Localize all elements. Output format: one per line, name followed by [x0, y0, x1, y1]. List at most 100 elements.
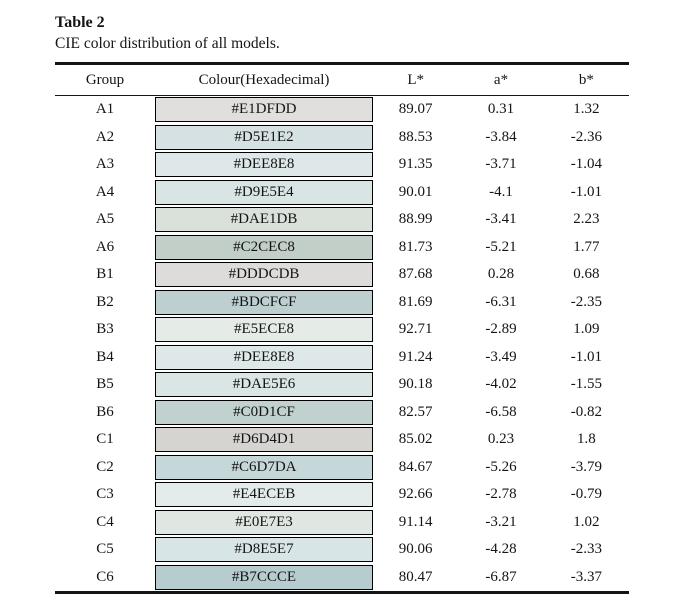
colour-swatch: #E1DFDD — [155, 97, 373, 123]
l-value: 90.01 — [398, 183, 433, 200]
b-value: 1.32 — [573, 101, 600, 118]
group-cell: A1 — [95, 101, 115, 118]
cie-color-table: Group Colour(Hexadecimal) L* a* b* A1 #E1… — [55, 62, 629, 594]
table-row: C5 #D8E5E7 90.06 -4.28 -2.33 — [55, 536, 629, 564]
table-row: A1 #E1DFDD 89.07 0.31 1.32 — [55, 96, 629, 124]
group-cell: C1 — [96, 431, 114, 448]
b-value: -1.01 — [570, 348, 602, 365]
group-cell: C2 — [96, 458, 114, 475]
colour-swatch: #DAE5E6 — [155, 372, 373, 398]
group-cell: A2 — [95, 128, 115, 145]
l-value: 88.99 — [398, 211, 433, 228]
b-value: -2.35 — [570, 293, 602, 310]
table-row: A4 #D9E5E4 90.01 -4.1 -1.01 — [55, 179, 629, 207]
colour-swatch: #E0E7E3 — [155, 509, 373, 535]
col-header-colour: Colour(Hexadecimal) — [198, 71, 330, 88]
colour-swatch: #E5ECE8 — [155, 317, 373, 343]
b-value: -3.79 — [570, 458, 602, 475]
l-value: 80.47 — [398, 568, 433, 585]
col-header-b: b* — [578, 71, 594, 88]
l-value: 87.68 — [398, 266, 433, 283]
group-cell: B3 — [96, 321, 114, 338]
l-value: 91.24 — [398, 348, 433, 365]
colour-swatch: #C0D1CF — [155, 399, 373, 425]
table-row: B6 #C0D1CF 82.57 -6.58 -0.82 — [55, 399, 629, 427]
a-value: -2.78 — [485, 486, 517, 503]
l-value: 81.69 — [398, 293, 433, 310]
b-value: -0.79 — [570, 486, 602, 503]
table-row: B3 #E5ECE8 92.71 -2.89 1.09 — [55, 316, 629, 344]
l-value: 88.53 — [398, 128, 433, 145]
b-value: -1.01 — [570, 183, 602, 200]
b-value: 1.8 — [576, 431, 596, 448]
group-cell: A5 — [95, 211, 115, 228]
table-row: B4 #DEE8E8 91.24 -3.49 -1.01 — [55, 344, 629, 372]
a-value: 0.23 — [487, 431, 515, 448]
colour-swatch: #D6D4D1 — [155, 427, 373, 453]
group-cell: B2 — [96, 293, 114, 310]
a-value: -3.41 — [485, 211, 517, 228]
l-value: 81.73 — [398, 238, 433, 255]
a-value: -6.87 — [485, 568, 517, 585]
col-header-l: L* — [407, 71, 424, 88]
l-value: 90.18 — [398, 376, 433, 393]
l-value: 92.71 — [398, 321, 433, 338]
colour-swatch: #DDDCDB — [155, 262, 373, 288]
b-value: -1.55 — [570, 376, 602, 393]
a-value: -3.71 — [485, 156, 517, 173]
l-value: 89.07 — [398, 101, 433, 118]
group-cell: A4 — [95, 183, 115, 200]
col-header-group: Group — [85, 71, 125, 88]
group-cell: B6 — [96, 403, 114, 420]
colour-swatch: #DEE8E8 — [155, 152, 373, 178]
table-row: C4 #E0E7E3 91.14 -3.21 1.02 — [55, 509, 629, 537]
a-value: -4.28 — [485, 541, 517, 558]
colour-swatch: #D5E1E2 — [155, 124, 373, 150]
a-value: 0.28 — [487, 266, 515, 283]
colour-swatch: #C6D7DA — [155, 454, 373, 480]
colour-swatch: #B7CCCE — [155, 564, 373, 590]
paper-table-figure: Table 2 CIE color distribution of all mo… — [55, 13, 629, 594]
b-value: -2.36 — [570, 128, 602, 145]
table-caption-text: CIE color distribution of all models. — [55, 35, 280, 52]
colour-swatch: #D8E5E7 — [155, 537, 373, 563]
table-row: B2 #BDCFCF 81.69 -6.31 -2.35 — [55, 289, 629, 317]
colour-swatch: #C2CEC8 — [155, 234, 373, 260]
b-value: 1.77 — [573, 238, 600, 255]
b-value: -3.37 — [570, 568, 602, 585]
colour-swatch: #DEE8E8 — [155, 344, 373, 370]
l-value: 90.06 — [398, 541, 433, 558]
a-value: -5.21 — [485, 238, 517, 255]
a-value: -4.1 — [489, 183, 513, 200]
b-value: 1.02 — [573, 513, 600, 530]
colour-swatch: #D9E5E4 — [155, 179, 373, 205]
table-row: C3 #E4ECEB 92.66 -2.78 -0.79 — [55, 481, 629, 509]
l-value: 82.57 — [398, 403, 433, 420]
table-row: B5 #DAE5E6 90.18 -4.02 -1.55 — [55, 371, 629, 399]
a-value: -6.58 — [485, 403, 517, 420]
l-value: 85.02 — [398, 431, 433, 448]
table-row: B1 #DDDCDB 87.68 0.28 0.68 — [55, 261, 629, 289]
group-cell: B1 — [96, 266, 114, 283]
l-value: 91.35 — [398, 156, 433, 173]
b-value: -2.33 — [570, 541, 602, 558]
group-cell: C3 — [96, 486, 114, 503]
a-value: -3.21 — [485, 513, 517, 530]
group-cell: A3 — [95, 156, 115, 173]
a-value: -3.49 — [485, 348, 517, 365]
b-value: -1.04 — [570, 156, 602, 173]
group-cell: C6 — [96, 568, 114, 585]
a-value: -5.26 — [485, 458, 517, 475]
colour-swatch: #E4ECEB — [155, 482, 373, 508]
col-header-a: a* — [493, 71, 509, 88]
table-row: A5 #DAE1DB 88.99 -3.41 2.23 — [55, 206, 629, 234]
a-value: -4.02 — [485, 376, 517, 393]
l-value: 92.66 — [398, 486, 433, 503]
table-row: C6 #B7CCCE 80.47 -6.87 -3.37 — [55, 564, 629, 592]
a-value: -3.84 — [485, 128, 517, 145]
l-value: 91.14 — [398, 513, 433, 530]
group-cell: C5 — [96, 541, 114, 558]
b-value: -0.82 — [570, 403, 602, 420]
b-value: 0.68 — [573, 266, 600, 283]
group-cell: C4 — [96, 513, 114, 530]
